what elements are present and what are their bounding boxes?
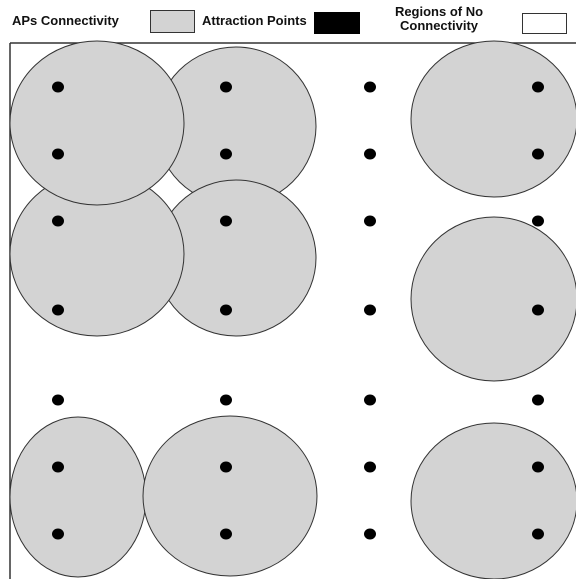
attraction-point — [532, 461, 544, 473]
ap-region — [9, 416, 147, 578]
attraction-point — [52, 528, 64, 540]
attraction-point — [52, 81, 64, 93]
attraction-point — [364, 528, 376, 540]
legend-ap-connectivity-swatch — [150, 10, 195, 33]
attraction-point — [52, 304, 64, 316]
legend: APs Connectivity Attraction Points Regio… — [0, 0, 576, 42]
attraction-point — [532, 304, 544, 316]
attraction-point — [52, 461, 64, 473]
legend-no-connectivity-line2: Connectivity — [399, 18, 478, 33]
attraction-point — [532, 215, 544, 227]
attraction-point — [364, 394, 376, 406]
attraction-point — [220, 215, 232, 227]
ap-region — [9, 40, 185, 206]
legend-no-connectivity-line1: Regions of No — [394, 4, 484, 19]
attraction-point — [532, 528, 544, 540]
ap-region — [410, 216, 576, 382]
attraction-point — [220, 394, 232, 406]
attraction-point — [364, 461, 376, 473]
attraction-point — [220, 461, 232, 473]
ap-region — [142, 415, 318, 577]
ap-region — [410, 40, 576, 198]
attraction-points — [52, 81, 544, 540]
ap-region — [410, 422, 576, 579]
legend-ap-connectivity-label: APs Connectivity — [12, 13, 119, 28]
legend-no-connectivity-swatch — [522, 13, 567, 34]
attraction-point — [532, 148, 544, 160]
attraction-point — [52, 148, 64, 160]
attraction-point — [532, 394, 544, 406]
attraction-point — [364, 81, 376, 93]
legend-attraction-points-label: Attraction Points — [202, 13, 307, 28]
attraction-point — [220, 528, 232, 540]
attraction-point — [364, 304, 376, 316]
attraction-point — [220, 304, 232, 316]
legend-attraction-points-swatch — [314, 12, 360, 34]
attraction-point — [52, 215, 64, 227]
attraction-point — [364, 215, 376, 227]
ap-regions — [9, 40, 576, 579]
attraction-point — [532, 81, 544, 93]
attraction-point — [364, 148, 376, 160]
attraction-point — [220, 148, 232, 160]
legend-no-connectivity-label: Regions of No Connectivity — [384, 5, 494, 33]
attraction-point — [52, 394, 64, 406]
attraction-point — [220, 81, 232, 93]
